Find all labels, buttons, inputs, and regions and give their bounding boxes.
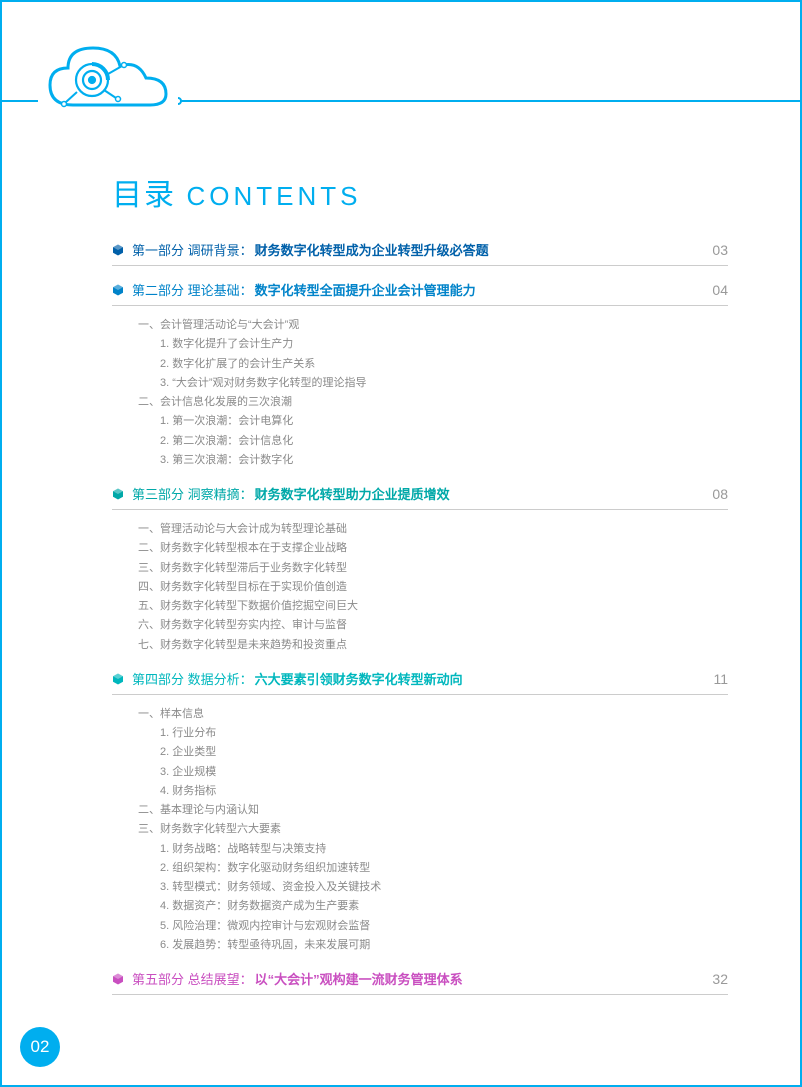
section-topic: 以“大会计”观构建一流财务管理体系 — [255, 969, 463, 988]
section-topic: 六大要素引领财务数字化转型新动向 — [255, 669, 463, 688]
toc-item-level2[interactable]: 1. 财务战略：战略转型与决策支持 — [160, 840, 728, 859]
section-part-label: 第一部分 调研背景： — [132, 240, 253, 259]
toc-section-head[interactable]: 第一部分 调研背景：财务数字化转型成为企业转型升级必答题 03 — [112, 240, 728, 266]
toc-item-level2[interactable]: 1. 行业分布 — [160, 724, 728, 743]
toc-item-level2[interactable]: 5. 风险治理：微观内控审计与宏观财会监督 — [160, 917, 728, 936]
section-sub-items: 一、管理活动论与大会计成为转型理论基础二、财务数字化转型根本在于支撑企业战略三、… — [138, 520, 728, 655]
toc-item-level2[interactable]: 6. 发展趋势：转型亟待巩固，未来发展可期 — [160, 936, 728, 955]
toc-item-level2[interactable]: 4. 数据资产：财务数据资产成为生产要素 — [160, 897, 728, 916]
section-part-label: 第二部分 理论基础： — [132, 280, 253, 299]
toc-section-head[interactable]: 第五部分 总结展望：以“大会计”观构建一流财务管理体系 32 — [112, 969, 728, 995]
section-topic: 财务数字化转型成为企业转型升级必答题 — [255, 240, 489, 259]
toc-item-level2[interactable]: 3. 第三次浪潮：会计数字化 — [160, 451, 728, 470]
toc-item-level1[interactable]: 三、财务数字化转型滞后于业务数字化转型 — [138, 559, 728, 578]
page-number-badge: 02 — [20, 1027, 60, 1067]
toc-section-head[interactable]: 第四部分 数据分析：六大要素引领财务数字化转型新动向 11 — [112, 669, 728, 695]
toc-section: 第五部分 总结展望：以“大会计”观构建一流财务管理体系 32 — [112, 969, 728, 995]
toc-item-level2[interactable]: 1. 数字化提升了会计生产力 — [160, 335, 728, 354]
section-part-label: 第五部分 总结展望： — [132, 969, 253, 988]
section-topic: 财务数字化转型助力企业提质增效 — [255, 484, 450, 503]
section-page-number: 11 — [713, 671, 728, 687]
toc-item-level2[interactable]: 1. 第一次浪潮：会计电算化 — [160, 412, 728, 431]
toc-section: 第一部分 调研背景：财务数字化转型成为企业转型升级必答题 03 — [112, 240, 728, 266]
page-number: 02 — [31, 1037, 50, 1057]
section-page-number: 04 — [712, 282, 728, 298]
toc-item-level1[interactable]: 四、财务数字化转型目标在于实现价值创造 — [138, 578, 728, 597]
toc-item-level1[interactable]: 六、财务数字化转型夯实内控、审计与监督 — [138, 616, 728, 635]
section-sub-items: 一、样本信息1. 行业分布2. 企业类型3. 企业规模4. 财务指标二、基本理论… — [138, 705, 728, 955]
toc-item-level1[interactable]: 五、财务数字化转型下数据价值挖掘空间巨大 — [138, 597, 728, 616]
toc-item-level1[interactable]: 一、样本信息 — [138, 705, 728, 724]
section-part-label: 第三部分 洞察精摘： — [132, 484, 253, 503]
section-sub-items: 一、会计管理活动论与“大会计”观1. 数字化提升了会计生产力2. 数字化扩展了的… — [138, 316, 728, 470]
hex-bullet-icon — [112, 972, 124, 984]
toc-section: 第二部分 理论基础：数字化转型全面提升企业会计管理能力 04 一、会计管理活动论与“… — [112, 280, 728, 470]
toc-item-level2[interactable]: 2. 企业类型 — [160, 743, 728, 762]
title-en: CONTENTS — [186, 181, 361, 211]
toc-item-level1[interactable]: 三、财务数字化转型六大要素 — [138, 820, 728, 839]
title-cn: 目录 — [112, 179, 176, 212]
section-page-number: 03 — [712, 242, 728, 258]
toc-item-level1[interactable]: 二、财务数字化转型根本在于支撑企业战略 — [138, 539, 728, 558]
toc-item-level2[interactable]: 2. 组织架构：数字化驱动财务组织加速转型 — [160, 859, 728, 878]
toc-section: 第三部分 洞察精摘：财务数字化转型助力企业提质增效 08 一、管理活动论与大会计成为… — [112, 484, 728, 655]
hex-bullet-icon — [112, 672, 124, 684]
toc-title: 目录 CONTENTS — [112, 170, 728, 214]
toc-section: 第四部分 数据分析：六大要素引领财务数字化转型新动向 11 一、样本信息1. 行业分… — [112, 669, 728, 955]
section-page-number: 32 — [712, 971, 728, 987]
toc-item-level2[interactable]: 3. 转型模式：财务领域、资金投入及关键技术 — [160, 878, 728, 897]
hex-bullet-icon — [112, 487, 124, 499]
toc-item-level2[interactable]: 3. “大会计”观对财务数字化转型的理论指导 — [160, 374, 728, 393]
toc-content: 目录 CONTENTS 第一部分 调研背景：财务数字化转型成为企业转型升级必答题… — [112, 170, 728, 1009]
toc-item-level2[interactable]: 2. 第二次浪潮：会计信息化 — [160, 432, 728, 451]
toc-item-level1[interactable]: 一、管理活动论与大会计成为转型理论基础 — [138, 520, 728, 539]
cloud-logo — [38, 30, 178, 125]
toc-item-level1[interactable]: 二、会计信息化发展的三次浪潮 — [138, 393, 728, 412]
hex-bullet-icon — [112, 243, 124, 255]
toc-section-head[interactable]: 第二部分 理论基础：数字化转型全面提升企业会计管理能力 04 — [112, 280, 728, 306]
section-part-label: 第四部分 数据分析： — [132, 669, 253, 688]
section-page-number: 08 — [712, 486, 728, 502]
toc-item-level1[interactable]: 二、基本理论与内涵认知 — [138, 801, 728, 820]
toc-item-level1[interactable]: 七、财务数字化转型是未来趋势和投资重点 — [138, 636, 728, 655]
section-topic: 数字化转型全面提升企业会计管理能力 — [255, 280, 476, 299]
toc-item-level2[interactable]: 4. 财务指标 — [160, 782, 728, 801]
toc-item-level2[interactable]: 3. 企业规模 — [160, 763, 728, 782]
hex-bullet-icon — [112, 283, 124, 295]
toc-item-level2[interactable]: 2. 数字化扩展了的会计生产关系 — [160, 355, 728, 374]
toc-section-head[interactable]: 第三部分 洞察精摘：财务数字化转型助力企业提质增效 08 — [112, 484, 728, 510]
toc-item-level1[interactable]: 一、会计管理活动论与“大会计”观 — [138, 316, 728, 335]
